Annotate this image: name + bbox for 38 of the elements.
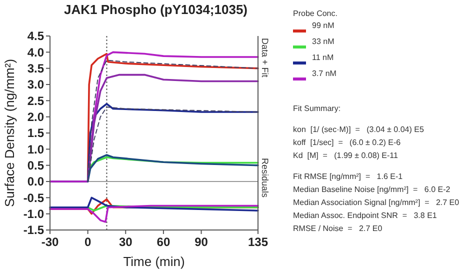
text: Median Assoc. Endpoint SNR = 3.8 E1 <box>293 211 438 220</box>
y-tick-label: -1.5 <box>23 223 44 238</box>
y-tick-label: 1.0 <box>27 142 44 156</box>
y-tick-label: 2.5 <box>27 94 44 108</box>
text: Fit RMSE [ng/mm²] = 1.6 E-1 <box>293 172 404 181</box>
y-tick-label: 1.5 <box>27 126 44 140</box>
y-axis-title: Surface Density (ng/mm²) <box>2 58 17 208</box>
x-tick-label: 135 <box>248 235 268 249</box>
legend-label: 33 nM <box>312 37 335 46</box>
x-axis-title: Time (min) <box>123 254 185 269</box>
legend-title: Probe Conc. <box>293 9 338 18</box>
x-tick-label: 60 <box>156 235 170 249</box>
text: Data + Fit <box>260 38 270 78</box>
legend-label: 3.7 nM <box>312 69 337 78</box>
x-tick-label: 0 <box>84 235 92 249</box>
legend-label: 11 nM <box>312 53 334 62</box>
text: Kd [M] = (1.99 ± 0.08) E-11 <box>293 151 399 160</box>
text: RMSE / Noise = 2.7 E0 <box>293 224 383 233</box>
y-tick-label: 3.5 <box>27 62 44 76</box>
y-tick-label: 3.0 <box>27 78 44 92</box>
chart-title: JAK1 Phospho (pY1034;1035) <box>64 2 248 17</box>
y-tick-label: -1.0 <box>23 207 44 222</box>
text: Median Association Signal [ng/mm²] = 2.7 E0 <box>293 198 460 207</box>
y-tick-label: 4.5 <box>27 29 44 44</box>
y-tick-label: 4.0 <box>27 45 44 60</box>
y-tick-label: 2.0 <box>27 110 44 124</box>
text: kon [1/ (sec·M)] = (3.04 ± 0.04) E5 <box>293 125 424 134</box>
x-tick-label: 90 <box>194 235 208 249</box>
y-tick-label: 0.0 <box>27 174 44 189</box>
text: Fit Summary: <box>293 104 341 113</box>
legend-label: 99 nM <box>312 21 335 30</box>
x-tick-label: 30 <box>118 235 133 249</box>
text: Residuals <box>260 158 270 198</box>
x-tick-label: -30 <box>41 235 59 249</box>
text: Median Baseline Noise [ng/mm²] = 6.0 E-2 <box>293 185 451 194</box>
y-tick-label: 0.5 <box>27 158 44 173</box>
y-tick-label: -0.5 <box>23 190 44 205</box>
text: koff [1/sec] = (6.0 ± 0.2) E-6 <box>293 138 402 147</box>
